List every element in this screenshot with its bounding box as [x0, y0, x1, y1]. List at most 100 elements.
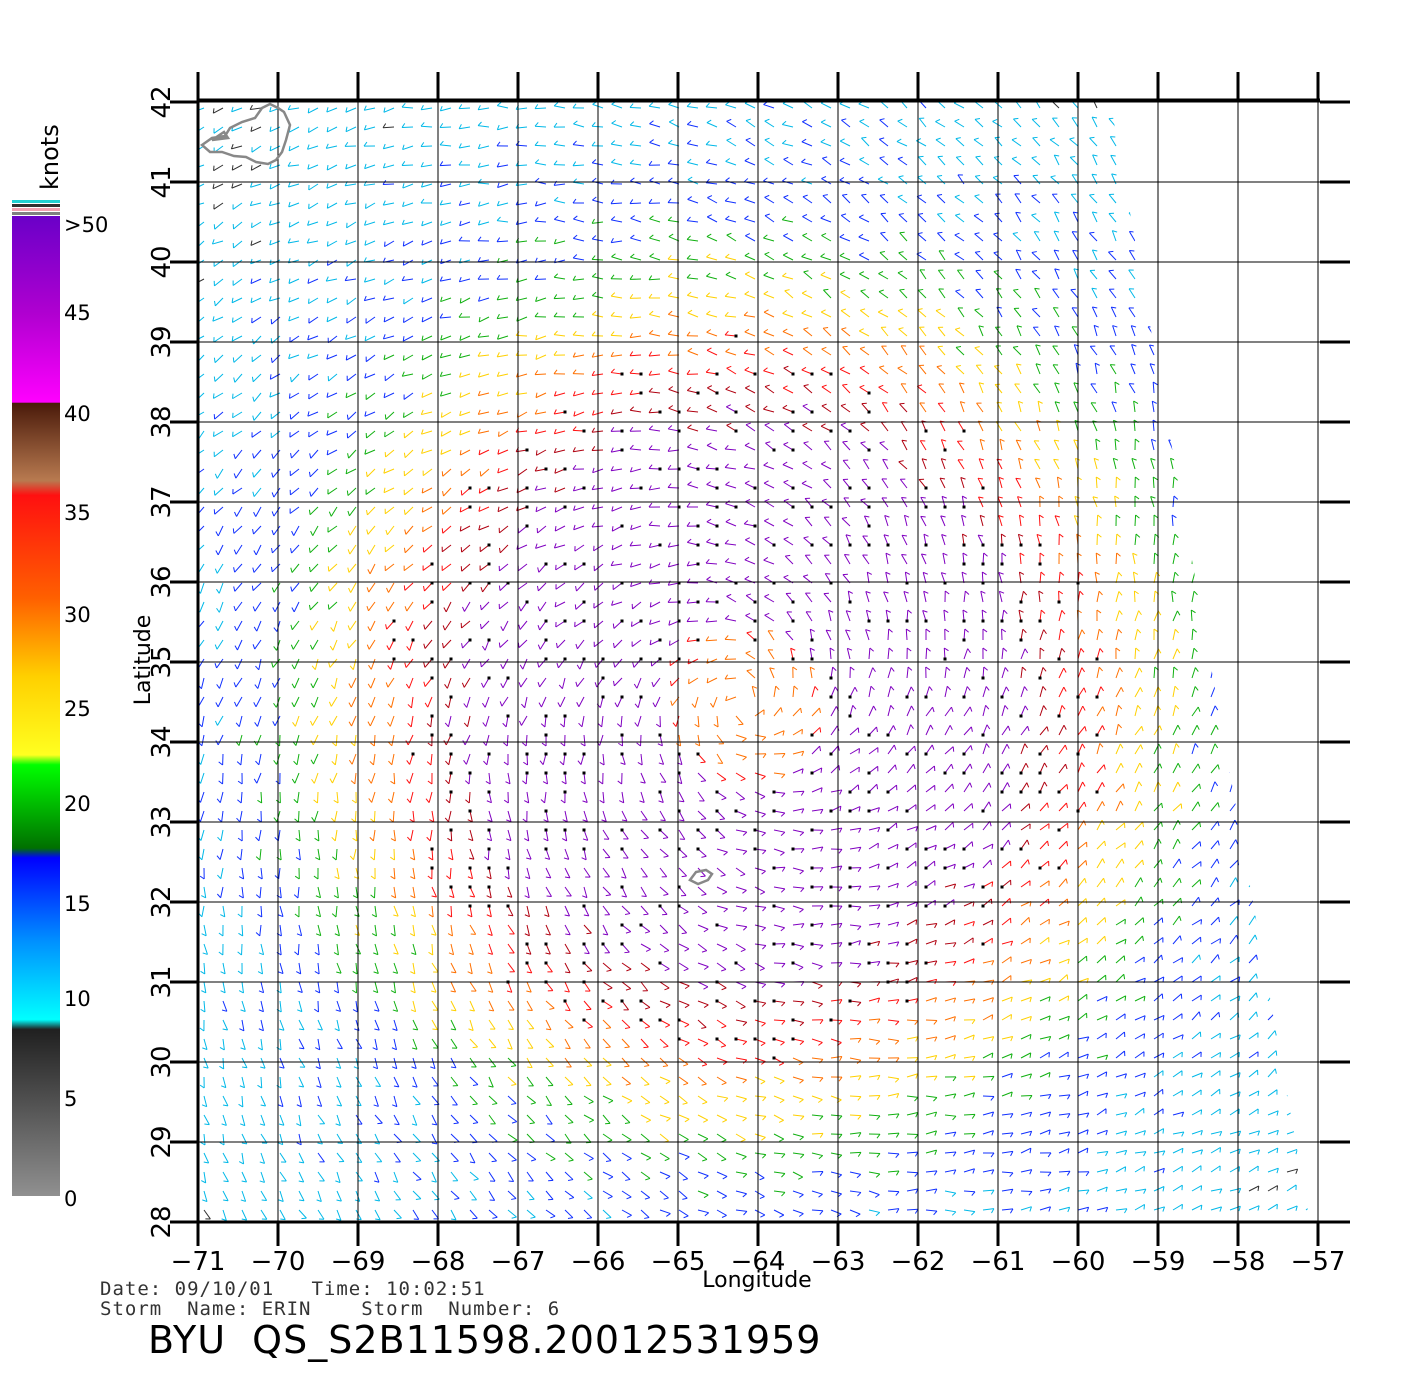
wind-barb [1089, 232, 1098, 242]
wind-barb-flag [440, 431, 443, 437]
wind-barb-flag [1159, 725, 1163, 731]
wind-barb [271, 354, 281, 364]
rain-flag-marker [791, 429, 795, 433]
wind-barb [899, 289, 908, 299]
wind-barb-flag [744, 252, 750, 257]
wind-barb-flag [820, 119, 826, 123]
wind-barb [726, 234, 737, 242]
wind-barb-flag [273, 627, 278, 632]
wind-barb [944, 783, 953, 793]
rain-flag-marker [734, 410, 738, 414]
wind-barb-flag [572, 330, 577, 336]
wind-barb-flag [1007, 763, 1011, 769]
rain-flag-marker [468, 809, 472, 813]
wind-barb-flag [763, 328, 769, 333]
wind-barb [383, 354, 395, 361]
wind-barb [786, 611, 794, 622]
wind-barb-flag [271, 472, 274, 478]
wind-barb-flag [1066, 802, 1068, 808]
wind-barb-flag [1246, 210, 1252, 214]
wind-barb [858, 216, 870, 223]
wind-barb-flag [763, 557, 769, 561]
wind-barb [849, 827, 861, 831]
wind-barb-flag [611, 506, 614, 512]
wind-barb [1208, 268, 1212, 280]
wind-barb-flag [700, 761, 706, 764]
wind-barb-flag [506, 838, 512, 842]
rain-flag-marker [905, 809, 909, 813]
wind-barb-flag [962, 609, 968, 614]
wind-barb [554, 183, 566, 186]
rain-flag-marker [1057, 714, 1061, 718]
wind-barb [522, 658, 528, 670]
rain-flag-marker [544, 619, 548, 623]
wind-barb-flag [823, 288, 829, 291]
wind-barb-flag [1311, 687, 1313, 692]
wind-barb-flag [402, 241, 405, 247]
wind-barb-flag [648, 275, 653, 281]
wind-barb [272, 468, 281, 478]
wind-barb [706, 162, 718, 166]
wind-barb [236, 506, 243, 517]
wind-barb [1039, 802, 1048, 812]
wind-barb [554, 392, 566, 397]
wind-barb-flag [954, 118, 960, 122]
wind-barb [200, 810, 205, 822]
wind-barb-flag [1097, 514, 1102, 519]
wind-barb [507, 810, 512, 822]
wind-barb-flag [801, 480, 807, 484]
wind-barb [1152, 476, 1155, 489]
rain-flag-marker [1019, 619, 1023, 623]
wind-barb-flag [974, 194, 980, 197]
wind-barb-flag [477, 428, 481, 434]
wind-barb [1228, 533, 1231, 546]
wind-barb-flag [1112, 230, 1118, 233]
wind-barb [1073, 515, 1079, 527]
wind-barb-flag [496, 313, 500, 319]
wind-barb [917, 214, 927, 223]
wind-barb-flag [269, 374, 272, 380]
wind-barb [668, 620, 680, 626]
wind-barb [231, 183, 243, 189]
wind-barb-flag [477, 162, 481, 168]
wind-barb [630, 409, 642, 413]
wind-barb-flag [553, 238, 557, 244]
wind-barb [1208, 249, 1212, 261]
wind-barb [345, 164, 357, 170]
wind-barb [390, 696, 395, 708]
wind-barb [629, 544, 642, 547]
wind-barb [802, 462, 813, 470]
wind-barb-flag [444, 722, 449, 728]
wind-barb [877, 311, 889, 318]
wind-barb [1092, 154, 1098, 166]
wind-barb-flag [611, 158, 616, 163]
wind-barb-flag [1153, 476, 1158, 481]
wind-barb-flag [273, 702, 277, 708]
wind-barb-flag [763, 234, 768, 239]
wind-barb-flag [1312, 726, 1314, 731]
wind-barb [849, 727, 859, 736]
wind-barb-flag [253, 778, 258, 784]
wind-barb-flag [1267, 324, 1273, 329]
rain-flag-marker [430, 562, 434, 566]
wind-barb-flag [649, 177, 654, 181]
wind-barb [1226, 458, 1231, 470]
rain-flag-marker [715, 809, 719, 813]
wind-barb-flag [648, 310, 654, 315]
wind-barb-flag [269, 126, 272, 132]
wind-barb-flag [496, 101, 502, 107]
wind-barb [630, 124, 642, 128]
wind-barb-flag [1043, 629, 1047, 635]
wind-barb-flag [705, 292, 711, 297]
rain-flag-marker [924, 619, 928, 623]
wind-barb [1096, 764, 1105, 774]
wind-barb [783, 443, 794, 451]
wind-barb [201, 848, 205, 860]
wind-barb-flag [1308, 647, 1310, 653]
rain-flag-marker [677, 752, 681, 756]
wind-barb-flag [1270, 705, 1275, 710]
wind-barb-flag [764, 346, 770, 350]
wind-barb-flag [810, 628, 815, 632]
wind-barb-flag [272, 682, 275, 688]
wind-barb-flag [962, 552, 968, 557]
